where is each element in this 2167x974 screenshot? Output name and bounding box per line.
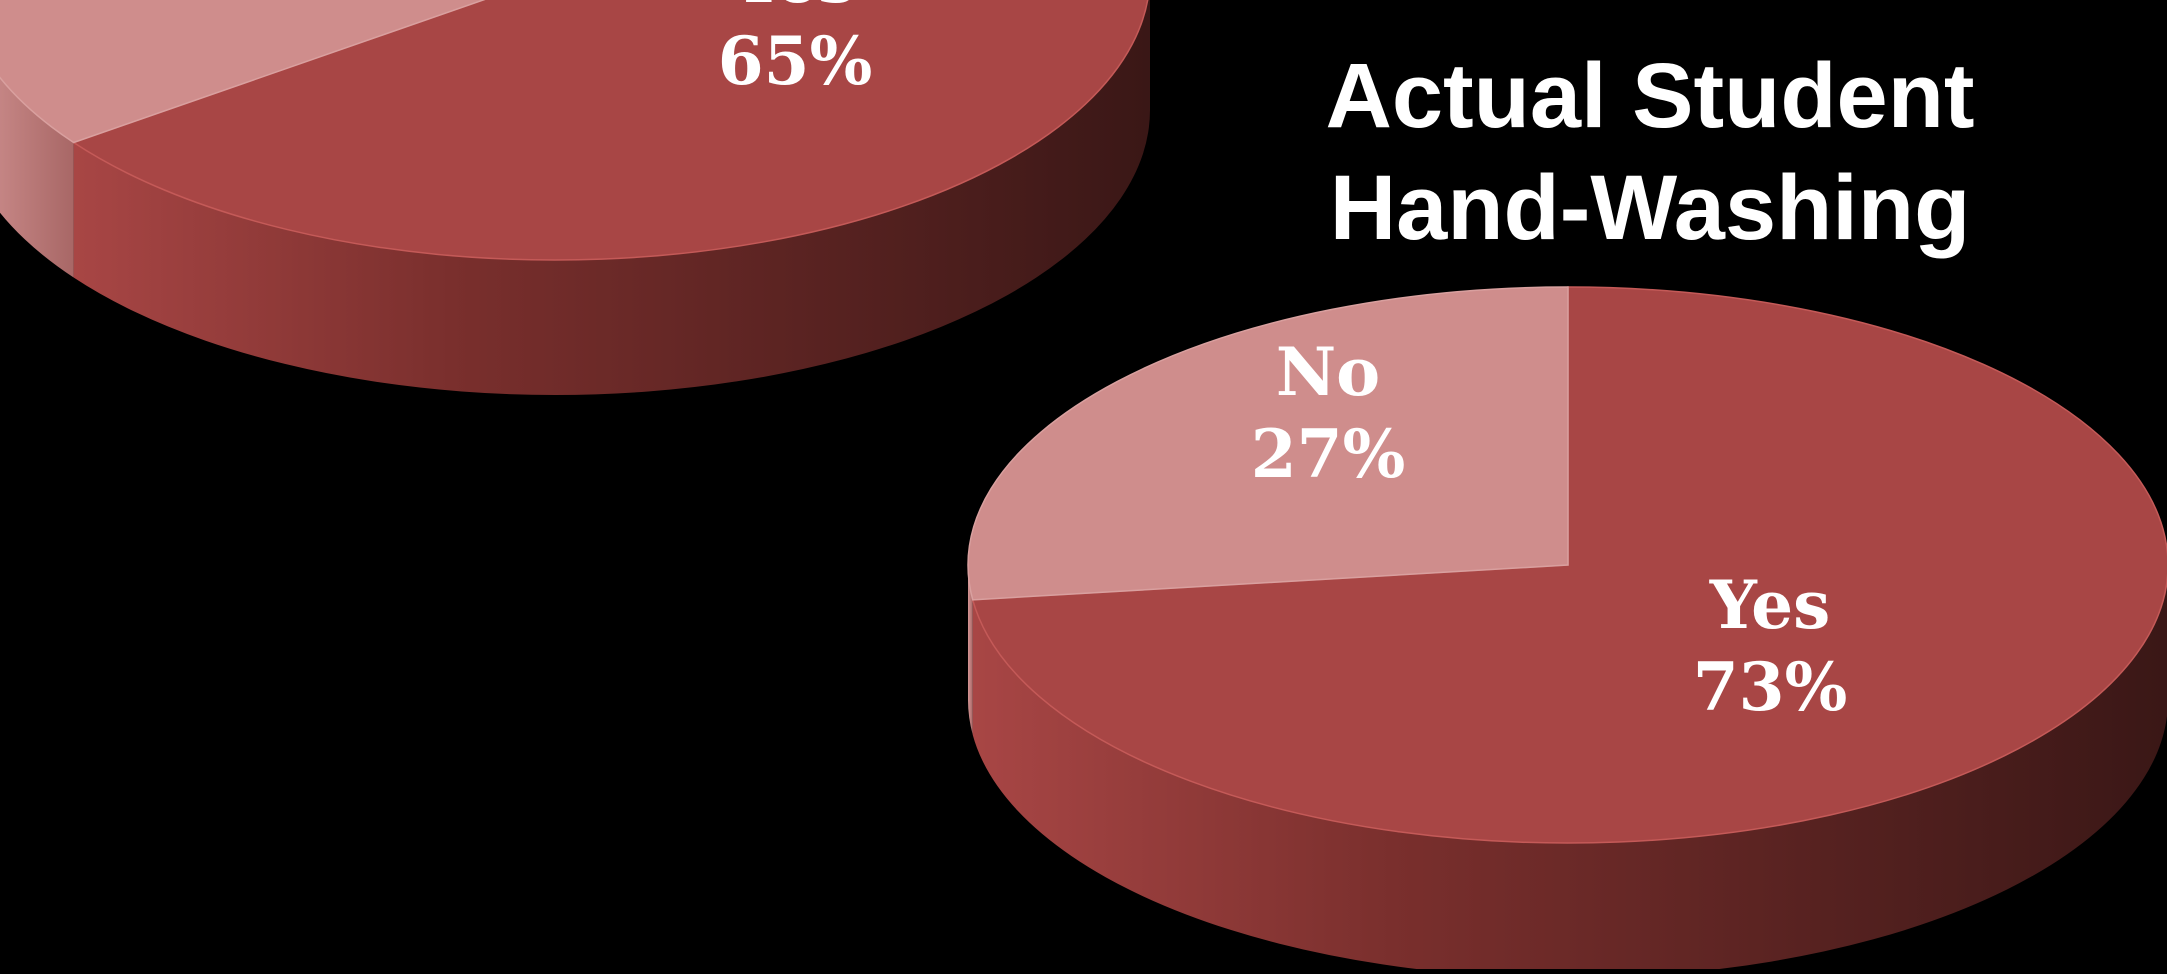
pie-2-side-yes	[972, 580, 2167, 974]
pie-1-slice-no	[0, 0, 486, 144]
pie-chart-1: Yes 65%	[0, 0, 1150, 395]
chart-title: Actual Student Hand-Washing	[1250, 40, 2050, 264]
pie-1-side-yes	[73, 0, 1150, 395]
pie-1-value-yes: 65%	[718, 22, 873, 100]
pie-2-slice-yes	[971, 286, 2167, 844]
pie-2-value-no: 27%	[1251, 415, 1406, 493]
pie-2-label-yes: Yes	[1709, 566, 1831, 644]
pie-1-slice-yes	[71, 0, 1149, 261]
chart-title-line-2: Hand-Washing	[1329, 157, 1971, 259]
chart-title-line-1: Actual Student	[1325, 45, 1975, 147]
pie-2-label-no: No	[1276, 333, 1380, 411]
pie-2-side-no	[968, 565, 973, 735]
pie-1-side-no	[0, 77, 74, 278]
pie-1-label-yes: Yes	[734, 0, 856, 18]
pie-2-slice-no	[967, 286, 1569, 601]
pie-2-value-yes: 73%	[1693, 648, 1848, 726]
